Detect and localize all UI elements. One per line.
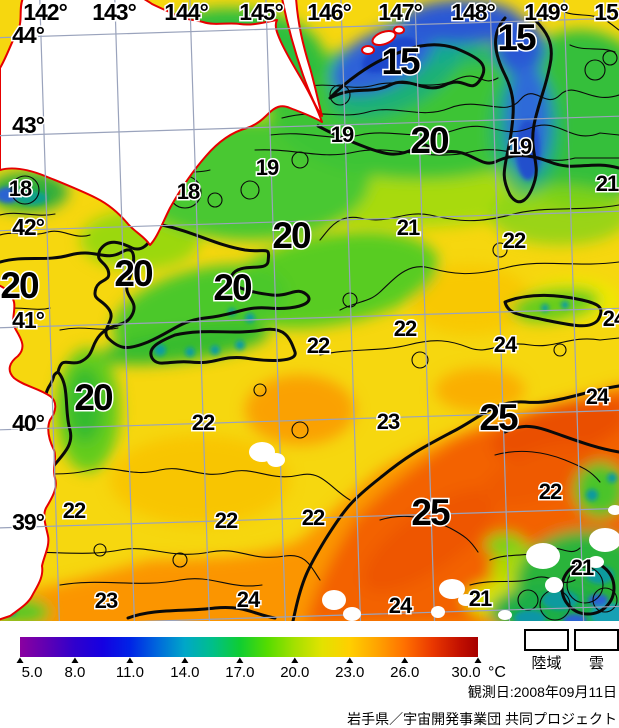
latitude-labels: 44° 43° 42° 41° 40° 39° [11, 21, 48, 537]
contour-label: 18 [9, 176, 32, 201]
colorbar-tick-marker [126, 657, 134, 663]
colorbar-tick-label: 14.0 [170, 664, 199, 681]
latitude-label: 41° [12, 307, 45, 333]
latitude-label: 40° [12, 410, 45, 436]
graticule-grid [0, 0, 619, 621]
contour-label: 23 [95, 588, 118, 613]
islet [361, 45, 375, 55]
contour-label: 21 [596, 171, 619, 196]
contour-labels-major: 15 15 20 20 20 20 20 20 25 25 [0, 16, 539, 535]
contour-label: 20 [114, 253, 153, 294]
contour-label: 24 [586, 384, 610, 409]
contour-label: 25 [479, 397, 518, 438]
contour-label: 24 [389, 593, 413, 618]
honshu-landmass [0, 284, 57, 621]
colorbar-tick-marker [16, 657, 24, 663]
longitude-label: 145° [239, 0, 283, 25]
latitude-label: 44° [12, 22, 45, 48]
contour-label: 20 [0, 265, 39, 306]
latitude-label: 43° [12, 112, 45, 138]
longitude-label: 148° [451, 0, 495, 25]
contour-label: 24 [494, 332, 518, 357]
map-area: 142° 143° 144° 145° 146° 147° 148° 149° 15 44°43… [0, 0, 619, 621]
contour-label: 21 [469, 586, 492, 611]
contour-labels-minor: 18 18 19 19 19 21 21 22 22 22 24 24 22 23 24 22 22 22 22 23… [7, 121, 619, 620]
land-legend-swatch [524, 629, 569, 651]
land-legend-label: 陸域 [531, 655, 561, 672]
colorbar-tick-label: 30.0 [451, 664, 480, 681]
colorbar-gradient [20, 637, 478, 657]
colorbar-tick-label: 26.0 [390, 664, 419, 681]
colorbar-tick-label: 11.0 [116, 664, 144, 681]
colorbar-tick-marker [291, 657, 299, 663]
colorbar-ticks: 5.0 8.0 11.0 14.0 17.0 20.0 23.0 26.0 30.0 [16, 657, 482, 681]
contour-label: 22 [192, 410, 215, 435]
credit-line: 岩手県／宇宙開発事業団 共同プロジェクト [347, 711, 617, 727]
contour-label: 19 [256, 155, 279, 180]
longitude-label: 142° [23, 0, 67, 25]
latitude-label: 39° [12, 509, 45, 535]
land-masses [0, 0, 405, 621]
contour-label: 20 [410, 120, 449, 161]
colorbar-tick-marker [71, 657, 79, 663]
longitude-label: 149° [524, 0, 568, 25]
colorbar-tick-marker [236, 657, 244, 663]
contour-label: 21 [571, 555, 594, 580]
cloud-legend-label: 雲 [589, 655, 604, 672]
contour-label: 21 [397, 215, 420, 240]
contour-label: 20 [74, 377, 113, 418]
contour-label: 22 [307, 333, 330, 358]
longitude-label: 15 [594, 0, 619, 25]
longitude-label: 143° [92, 0, 136, 25]
contour-label: 15 [381, 41, 420, 82]
cloud-masks [249, 442, 619, 621]
contour-label: 22 [503, 228, 526, 253]
contour-label: 22 [539, 479, 562, 504]
contour-label: 19 [331, 122, 354, 147]
contour-label: 23 [377, 409, 400, 434]
contour-label: 19 [509, 134, 532, 159]
colorbar-tick-marker [401, 657, 409, 663]
latitude-label: 42° [12, 214, 45, 240]
colorbar-tick-label: 23.0 [335, 664, 364, 681]
colorbar-unit: °C [488, 664, 506, 681]
contour-label: 22 [302, 505, 325, 530]
colorbar-tick-label: 17.0 [225, 664, 254, 681]
contour-label: 22 [63, 498, 86, 523]
colorbar-tick-label: 8.0 [65, 664, 86, 681]
contour-label: 24 [237, 587, 261, 612]
temperature-colorbar: 5.0 8.0 11.0 14.0 17.0 20.0 23.0 26.0 30.0 °C [16, 637, 506, 681]
colorbar-tick-marker [181, 657, 189, 663]
longitude-label: 146° [307, 0, 351, 25]
contour-label: 24 [603, 306, 619, 331]
islet [393, 25, 405, 35]
contour-label: 15 [497, 17, 536, 58]
colorbar-tick-marker [346, 657, 354, 663]
contour-label: 18 [177, 179, 200, 204]
colorbar-tick-label: 5.0 [22, 664, 43, 681]
hokkaido-landmass [0, 0, 323, 246]
colorbar-tick-marker [474, 657, 482, 663]
colorbar-tick-label: 20.0 [280, 664, 309, 681]
contour-label: 22 [215, 508, 238, 533]
longitude-labels: 142° 143° 144° 145° 146° 147° 148° 149° 15 [22, 0, 619, 27]
cloud-legend-swatch [574, 629, 619, 651]
observation-date: 観測日:2008年09月11日 [468, 684, 617, 700]
map-legend: 陸域 雲 [524, 629, 619, 672]
longitude-label: 144° [164, 0, 208, 25]
contour-label: 22 [394, 316, 417, 341]
longitude-label: 147° [378, 0, 422, 25]
islet [371, 30, 397, 46]
contour-label: 25 [411, 492, 450, 533]
contour-label: 20 [213, 267, 252, 308]
contour-label: 20 [272, 215, 311, 256]
